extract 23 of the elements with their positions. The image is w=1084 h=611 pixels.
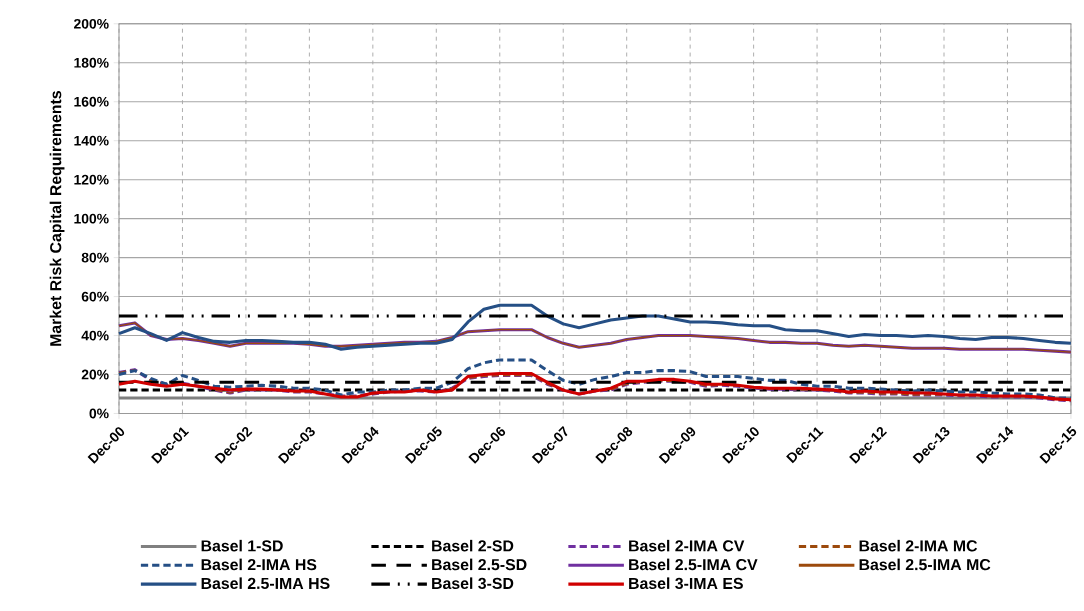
y-tick-label: 80% <box>81 252 109 263</box>
y-tick-label: 200% <box>74 18 109 29</box>
legend-label: Basel 2-IMA CV <box>629 539 745 552</box>
y-tick-label: 120% <box>74 174 109 185</box>
legend-label: Basel 2.5-IMA CV <box>629 558 758 571</box>
legend-label: Basel 2.5-IMA HS <box>201 577 330 590</box>
y-tick-label: 20% <box>81 369 109 380</box>
y-tick-label: 60% <box>81 291 109 302</box>
legend-label: Basel 2-IMA MC <box>859 539 978 552</box>
y-tick-label: 0% <box>89 408 109 419</box>
legend-label: Basel 2.5-SD <box>432 558 527 571</box>
y-tick-label: 40% <box>81 330 109 341</box>
legend-label: Basel 2-IMA HS <box>201 558 317 571</box>
y-tick-label: 100% <box>74 213 109 224</box>
legend-label: Basel 2.5-IMA MC <box>859 558 991 571</box>
legend-label: Basel 3-SD <box>432 577 514 590</box>
legend-label: Basel 2-SD <box>432 539 514 552</box>
legend-label: Basel 3-IMA ES <box>629 577 743 590</box>
legend-label: Basel 1-SD <box>201 539 283 552</box>
y-tick-label: 160% <box>74 96 109 107</box>
y-tick-label: 180% <box>74 57 109 68</box>
y-axis-title: Market Risk Capital Requirements <box>49 91 65 346</box>
y-tick-label: 140% <box>74 135 109 146</box>
